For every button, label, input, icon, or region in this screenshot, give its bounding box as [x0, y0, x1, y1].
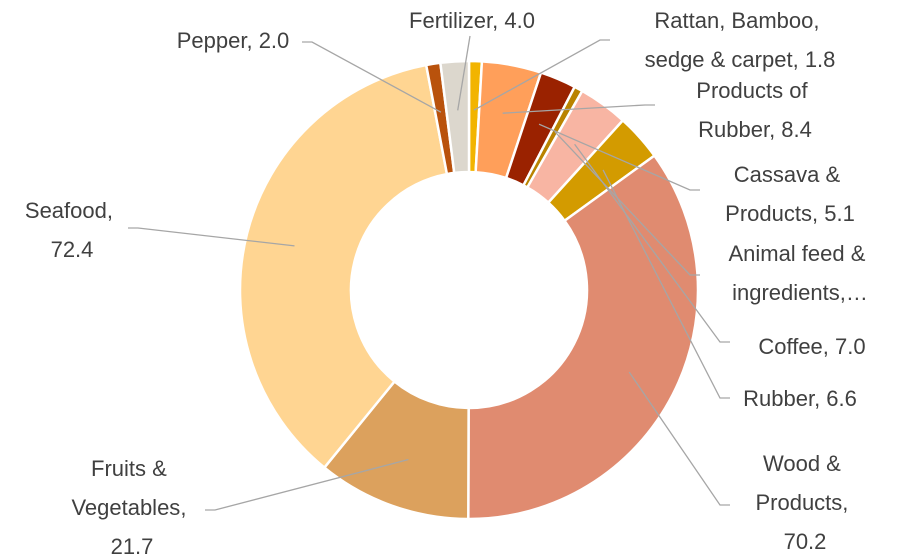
label-line: Rubber: [743, 386, 815, 411]
label-value: 4.0: [504, 8, 535, 33]
label-line: Animal feed &: [728, 241, 871, 266]
label-value: 8.4: [781, 117, 812, 142]
label-separator: ,: [793, 47, 805, 72]
label-line: Wood &: [763, 451, 847, 476]
data-label: Rubber, 6.6: [743, 386, 857, 411]
label-separator: ,: [814, 386, 826, 411]
label-category: Pepper: [177, 28, 248, 53]
label-value: 72.4: [51, 237, 94, 262]
label-line: Products of: [696, 78, 813, 103]
label-value: 2.0: [259, 28, 290, 53]
label-line: Cassava &: [734, 162, 847, 187]
label-value: 21.7: [111, 534, 154, 559]
donut-slice: [467, 153, 700, 521]
label-separator: ,: [180, 495, 192, 520]
data-label: Pepper, 2.0: [177, 28, 290, 53]
label-value: 7.0: [835, 334, 866, 359]
data-label: Products of Rubber, 8.4: [696, 78, 813, 142]
label-line: Fertilizer: [409, 8, 493, 33]
data-label: Cassava & Products, 5.1: [725, 162, 855, 226]
leader-line: [602, 169, 730, 399]
leader-line: [128, 227, 295, 247]
data-label: Seafood, 72.4: [25, 198, 119, 262]
donut-slice: [238, 63, 449, 470]
label-line: Coffee: [758, 334, 822, 359]
leader-line: [205, 458, 409, 511]
label-value: 70.2: [784, 529, 827, 554]
label-category: Products of Rubber: [696, 78, 813, 142]
data-label: Animal feed & ingredients,…: [728, 241, 871, 305]
label-category: Rubber: [743, 386, 815, 411]
data-label: Fruits & Vegetables, 21.7: [71, 456, 192, 559]
leader-line: [457, 35, 471, 111]
label-value: 1.8: [805, 47, 836, 72]
data-label: Fertilizer, 4.0: [409, 8, 535, 33]
label-value: 6.6: [826, 386, 857, 411]
leader-line: [502, 104, 655, 114]
data-label: Wood & Products, 70.2: [755, 451, 854, 554]
leader-line: [538, 123, 700, 191]
label-line: Pepper: [177, 28, 248, 53]
label-line: Rattan, Bamboo,: [654, 8, 825, 33]
label-category: Seafood: [25, 198, 107, 223]
label-category: Wood & Products: [755, 451, 847, 515]
label-separator: ,: [769, 117, 781, 142]
label-category: Cassava & Products: [725, 162, 846, 226]
label-value: 5.1: [824, 201, 855, 226]
label-line: Rubber: [698, 117, 770, 142]
label-separator: ,: [246, 28, 258, 53]
label-line: Products: [755, 490, 842, 515]
label-separator: ,: [842, 490, 854, 515]
label-separator: ,: [812, 201, 824, 226]
label-category: Animal feed & ingredients,…: [728, 241, 871, 305]
label-category: Fertilizer: [409, 8, 493, 33]
label-category: Rattan, Bamboo, sedge & carpet: [645, 8, 826, 72]
label-separator: ,: [492, 8, 504, 33]
label-line: Seafood: [25, 198, 107, 223]
label-line: sedge & carpet: [645, 47, 793, 72]
leader-line: [473, 39, 610, 111]
label-line: ingredients,…: [732, 280, 868, 305]
label-separator: ,: [823, 334, 835, 359]
label-category: Coffee: [758, 334, 822, 359]
label-separator: ,: [107, 198, 119, 223]
label-line: Fruits &: [91, 456, 173, 481]
leader-line: [302, 41, 442, 113]
label-line: Products: [725, 201, 812, 226]
label-category: Fruits & Vegetables: [71, 456, 180, 520]
data-label: Coffee, 7.0: [758, 334, 865, 359]
leader-line: [628, 371, 730, 506]
data-label: Rattan, Bamboo, sedge & carpet, 1.8: [645, 8, 836, 72]
label-line: Vegetables: [71, 495, 180, 520]
